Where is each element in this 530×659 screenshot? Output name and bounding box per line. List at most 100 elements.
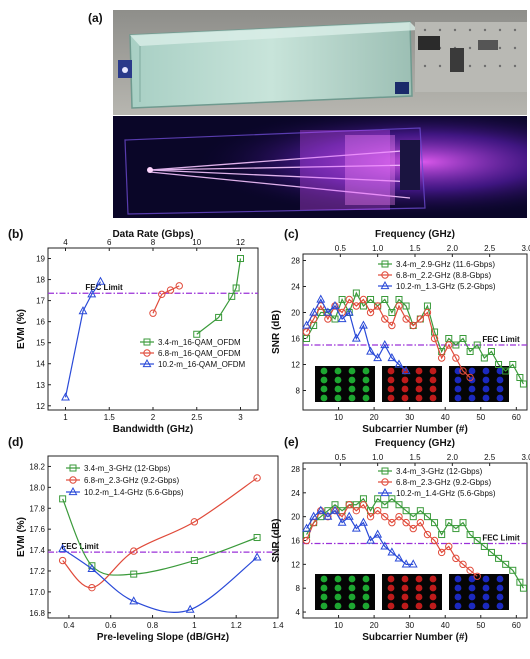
x-tick-label: 50 xyxy=(476,413,485,422)
data-point xyxy=(337,517,347,526)
panel-label-c: (c) xyxy=(284,227,299,241)
data-point xyxy=(316,294,326,303)
data-point xyxy=(381,296,389,303)
legend-marker xyxy=(69,464,77,472)
legend-entry: 6.8-m_2.3-GHz (9.2-Gbps) xyxy=(396,478,491,487)
data-point xyxy=(487,548,495,556)
data-point xyxy=(394,553,404,562)
y-tick-label: 28 xyxy=(291,465,300,474)
series-line xyxy=(152,285,180,314)
series-line xyxy=(64,281,101,398)
data-point xyxy=(373,529,383,538)
data-point xyxy=(367,296,375,303)
data-point xyxy=(445,341,453,349)
data-point xyxy=(96,276,105,285)
top-x-axis-title: Frequency (GHz) xyxy=(375,229,455,240)
data-point xyxy=(374,495,382,503)
y-tick-label: 18.2 xyxy=(29,462,45,471)
data-point xyxy=(185,604,195,613)
y-tick-label: 19 xyxy=(36,255,45,264)
data-point xyxy=(351,523,361,532)
data-point xyxy=(381,512,389,521)
data-point xyxy=(88,583,96,592)
legend-entry: 10.2-m_1.4-GHz (5.6-Gbps) xyxy=(84,488,184,497)
y-tick-label: 20 xyxy=(291,309,300,318)
data-point xyxy=(232,284,240,292)
legend-entry: 6.8-m_2.2-GHz (8.8-Gbps) xyxy=(396,271,491,280)
top-x-tick-label: 1.5 xyxy=(409,453,421,462)
top-x-tick-label: 1.0 xyxy=(372,244,384,253)
series-line xyxy=(62,548,258,613)
top-x-tick-label: 3.0 xyxy=(521,453,530,462)
data-point xyxy=(366,308,375,317)
x-tick-label: 1.5 xyxy=(104,413,116,422)
data-point xyxy=(316,505,326,514)
y-tick-label: 16 xyxy=(291,335,300,344)
series-line xyxy=(62,477,258,589)
data-point xyxy=(366,346,375,355)
data-point xyxy=(480,542,488,550)
data-point xyxy=(345,295,353,304)
data-point xyxy=(302,320,311,329)
data-point xyxy=(487,348,495,355)
legend-marker xyxy=(143,349,151,357)
data-point xyxy=(388,309,396,316)
data-point xyxy=(409,321,417,330)
constellation-inset xyxy=(315,574,375,610)
top-x-tick-label: 1.0 xyxy=(372,453,384,462)
x-tick-label: 1 xyxy=(63,413,68,422)
x-tick-label: 40 xyxy=(441,413,450,422)
y-tick-label: 18.0 xyxy=(29,483,45,492)
data-point xyxy=(344,307,354,316)
data-point xyxy=(423,513,431,521)
data-point xyxy=(323,511,333,520)
x-axis-title: Pre-leveling Slope (dB/GHz) xyxy=(97,632,229,643)
y-tick-label: 8 xyxy=(296,387,301,396)
data-point xyxy=(459,560,467,569)
y-tick-label: 16 xyxy=(36,318,45,327)
x-tick-label: 2 xyxy=(151,413,156,422)
y-tick-label: 15 xyxy=(36,339,45,348)
top-x-tick-label: 1.5 xyxy=(409,244,421,253)
data-point xyxy=(437,548,446,557)
data-point xyxy=(452,341,460,349)
legend-entry: 3.4-m_3-GHz (12-Gbps) xyxy=(396,467,483,476)
data-point xyxy=(215,313,223,321)
x-tick-label: 2.5 xyxy=(191,413,203,422)
data-point xyxy=(359,295,368,304)
data-point xyxy=(58,556,67,565)
data-point xyxy=(516,374,524,381)
data-point xyxy=(309,511,319,520)
data-point xyxy=(459,519,467,527)
data-point xyxy=(502,367,510,375)
y-axis-title: EVM (%) xyxy=(16,517,27,557)
data-point xyxy=(373,506,382,515)
x-tick-label: 10 xyxy=(334,413,343,422)
data-point xyxy=(480,354,488,362)
panel-label-a: (a) xyxy=(88,11,103,25)
data-point xyxy=(516,578,524,586)
data-point xyxy=(502,560,510,568)
top-x-tick-label: 12 xyxy=(236,238,245,247)
data-point xyxy=(437,354,446,362)
data-point xyxy=(345,501,353,509)
data-point xyxy=(190,518,199,526)
x-tick-label: 0.4 xyxy=(63,621,75,630)
legend-marker xyxy=(380,487,390,497)
series-line xyxy=(62,498,258,576)
legend-entry: 6.8-m_2.3-GHz (9.2-Gbps) xyxy=(84,476,179,485)
panel-c: (c) 10 20 30 40 50 60 8 12 16 20 24 28 0.5 1.0 1.5 2.0 2.… xyxy=(271,227,530,435)
data-point xyxy=(459,335,467,342)
fec-limit-label: FEC Limit xyxy=(482,335,520,344)
data-point xyxy=(388,495,396,503)
data-point xyxy=(331,315,339,323)
data-point xyxy=(452,354,460,362)
data-point xyxy=(351,333,361,342)
data-point xyxy=(366,512,375,521)
data-point xyxy=(352,506,361,515)
data-point xyxy=(509,361,517,368)
data-point xyxy=(473,537,481,544)
data-point xyxy=(337,313,347,323)
top-x-tick-label: 2.0 xyxy=(447,453,459,462)
data-point xyxy=(359,320,368,329)
